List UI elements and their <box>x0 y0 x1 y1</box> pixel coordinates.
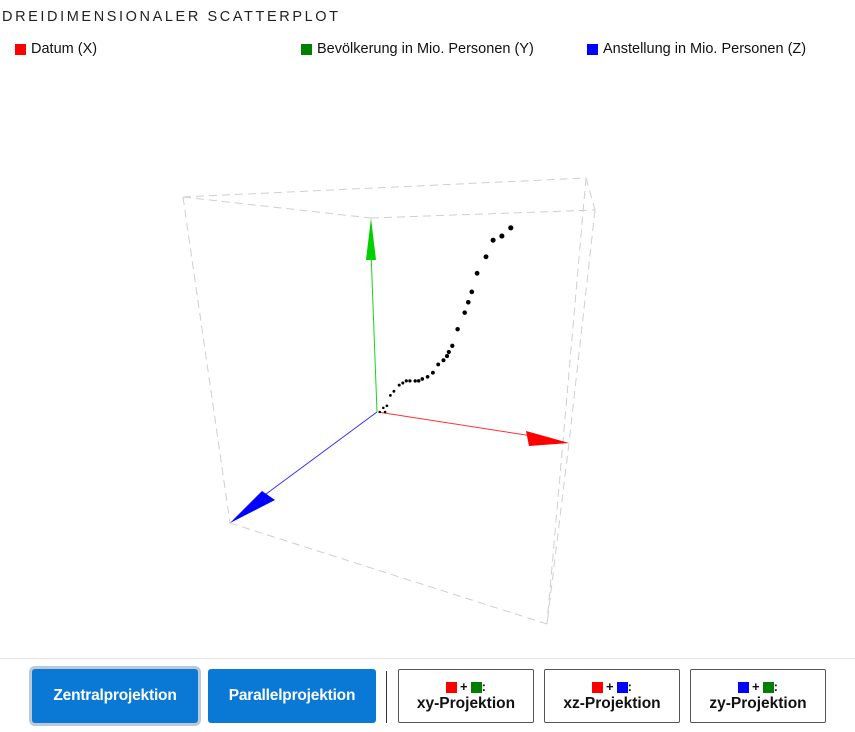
data-point <box>483 254 489 260</box>
box-edge <box>182 196 372 219</box>
data-point <box>397 383 401 387</box>
zy-plus: + <box>752 679 760 694</box>
data-point <box>469 289 475 295</box>
data-point <box>385 404 389 408</box>
box-edge <box>585 177 596 211</box>
data-point <box>378 410 381 414</box>
box-edge <box>546 177 587 625</box>
axis-y-arrowhead <box>366 218 376 260</box>
data-point <box>444 354 450 359</box>
data-point <box>389 394 392 397</box>
zy-colon: : <box>773 679 778 694</box>
data-point <box>413 379 417 383</box>
legend-item-y: Bevölkerung in Mio. Personen (Y) <box>301 41 534 57</box>
legend-label-x: Datum (X) <box>31 41 98 57</box>
xz-colon: : <box>627 679 632 694</box>
xy-swatch-2 <box>470 681 482 693</box>
axis-z-arrowhead <box>230 491 275 523</box>
data-points <box>378 225 514 414</box>
data-point <box>474 270 480 276</box>
data-point <box>420 377 425 381</box>
box-edge <box>370 209 596 219</box>
xz-projection-button[interactable]: + : xz-Projektion <box>544 669 680 723</box>
legend-swatch-z <box>587 43 598 55</box>
legend-item-z: Anstellung in Mio. Personen (Z) <box>587 41 806 57</box>
zy-projection-label: zy-Projektion <box>709 695 807 712</box>
zy-projection-button[interactable]: + : zy-Projektion <box>690 669 826 723</box>
axis-x <box>377 411 569 446</box>
legend-item-x: Datum (X) <box>15 41 97 57</box>
box-edge <box>229 522 548 625</box>
axis-x-arrowhead <box>526 431 569 446</box>
legend: Datum (X) Bevölkerung in Mio. Personen (… <box>0 41 855 61</box>
data-point <box>383 410 387 414</box>
parallel-projection-button[interactable]: Parallelprojektion <box>208 669 376 723</box>
data-point <box>401 381 405 385</box>
xy-swatch-row: + : <box>446 680 486 694</box>
data-point <box>392 389 396 393</box>
xz-plus: + <box>606 679 614 694</box>
xy-colon: : <box>481 679 486 694</box>
data-point <box>404 379 408 383</box>
data-point <box>408 379 412 383</box>
legend-swatch-x <box>15 43 26 55</box>
axis-y <box>366 218 378 413</box>
toolbar: Zentralprojektion Parallelprojektion + :… <box>0 658 855 732</box>
data-point <box>455 327 460 332</box>
zy-swatch-2 <box>762 681 774 693</box>
axis-z <box>230 411 378 523</box>
xz-swatch-1 <box>592 681 604 693</box>
data-point <box>425 374 430 379</box>
data-point <box>436 362 441 367</box>
xy-projection-label: xy-Projektion <box>416 695 516 712</box>
box-edge <box>182 177 587 198</box>
box-edge <box>182 196 231 524</box>
central-projection-button[interactable]: Zentralprojektion <box>32 669 198 723</box>
legend-label-z: Anstellung in Mio. Personen (Z) <box>603 41 807 57</box>
data-point <box>508 225 514 231</box>
xy-plus: + <box>460 679 468 694</box>
zy-swatch-row: + : <box>738 680 778 694</box>
box-edge <box>546 442 570 625</box>
page-title: DREIDIMENSIONALER SCATTERPLOT <box>2 9 341 25</box>
scatter-plot-3d[interactable] <box>0 0 855 655</box>
xz-swatch-row: + : <box>592 680 632 694</box>
legend-swatch-y <box>301 43 312 55</box>
xy-swatch-1 <box>446 681 458 693</box>
data-point <box>431 370 435 375</box>
data-point <box>441 358 446 363</box>
data-point <box>499 233 505 239</box>
xy-projection-button[interactable]: + : xy-Projektion <box>398 669 534 723</box>
data-point <box>462 310 467 315</box>
data-point <box>382 406 385 410</box>
zy-swatch-1 <box>738 681 750 693</box>
legend-label-y: Bevölkerung in Mio. Personen (Y) <box>317 41 534 57</box>
box-edge <box>568 209 596 444</box>
data-point <box>450 343 455 348</box>
data-point <box>490 237 496 243</box>
xz-projection-label: xz-Projektion <box>563 695 661 712</box>
xz-swatch-2 <box>616 681 628 693</box>
bounding-box <box>182 177 596 625</box>
data-point <box>416 379 421 383</box>
data-point <box>446 349 451 355</box>
data-point <box>466 300 471 305</box>
toolbar-divider <box>386 671 387 723</box>
